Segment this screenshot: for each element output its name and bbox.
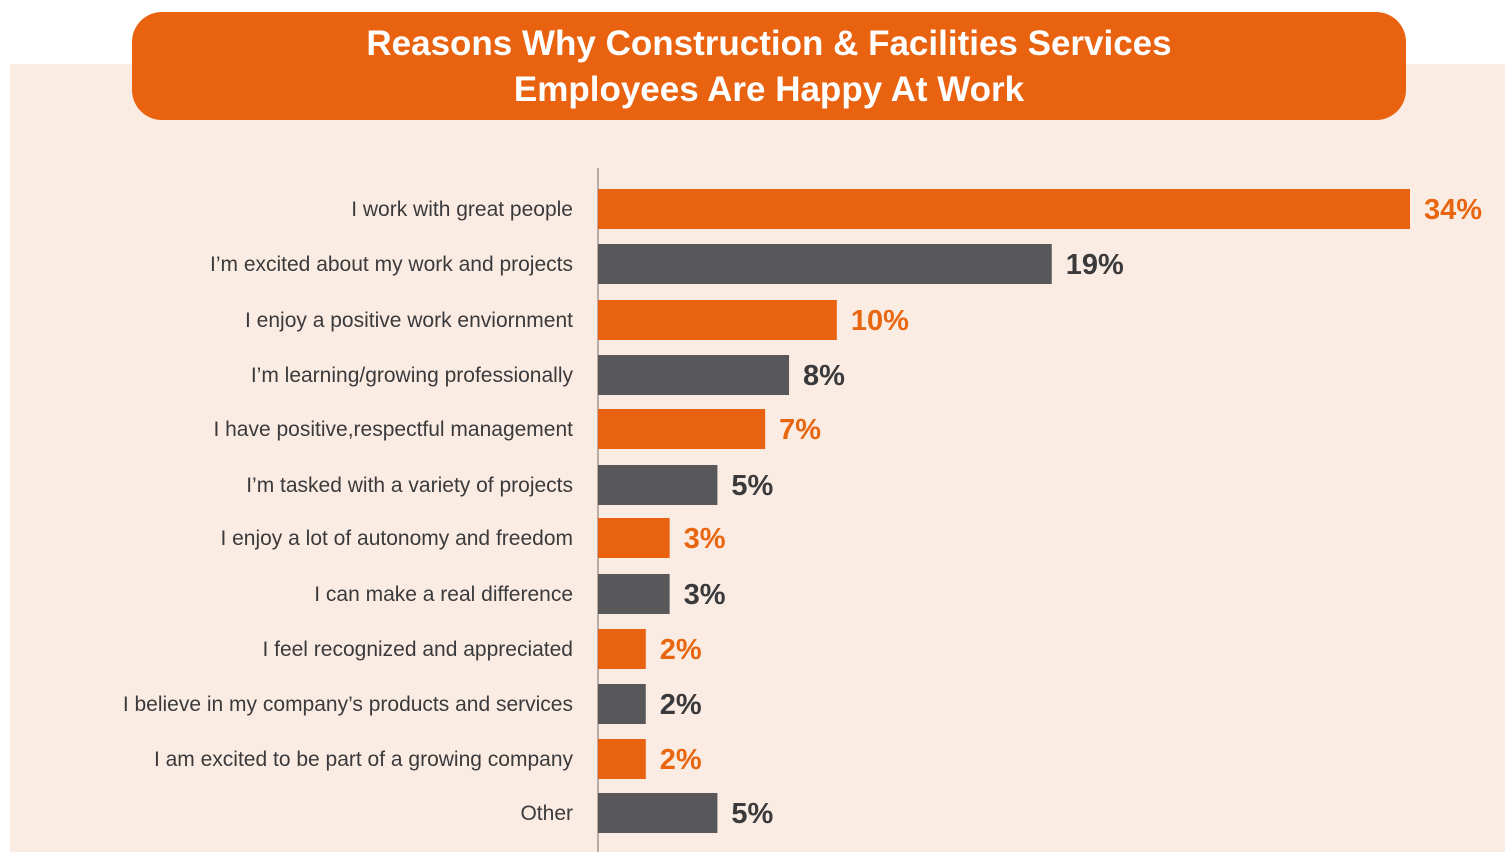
category-label: I enjoy a lot of autonomy and freedom	[220, 527, 573, 550]
bar	[598, 465, 718, 505]
category-label: I’m tasked with a variety of projects	[246, 474, 573, 497]
bar	[598, 793, 718, 833]
category-label: Other	[520, 802, 573, 825]
bar	[598, 739, 646, 779]
category-label: I believe in my company’s products and s…	[123, 693, 573, 716]
value-label: 7%	[779, 414, 821, 446]
value-label: 10%	[851, 305, 909, 337]
category-label: I enjoy a positive work enviornment	[245, 309, 573, 332]
value-label: 5%	[731, 798, 773, 830]
bar	[598, 684, 646, 724]
bar	[598, 355, 790, 395]
chart-title-line-2: Employees Are Happy At Work	[513, 70, 1025, 109]
category-label: I have positive,respectful management	[213, 418, 573, 441]
value-label: 2%	[660, 689, 702, 721]
value-label: 2%	[660, 744, 702, 776]
category-label: I’m learning/growing professionally	[251, 364, 574, 387]
value-label: 2%	[660, 634, 702, 666]
chart-title-banner: Reasons Why Construction & Facilities Se…	[132, 12, 1406, 120]
bar	[598, 629, 646, 669]
value-label: 3%	[684, 579, 726, 611]
bar	[598, 574, 670, 614]
category-label: I’m excited about my work and projects	[210, 253, 573, 276]
category-label: I feel recognized and appreciated	[262, 638, 573, 661]
value-label: 3%	[684, 523, 726, 555]
value-label: 19%	[1066, 249, 1124, 281]
category-label: I can make a real difference	[314, 583, 573, 606]
category-label: I work with great people	[351, 198, 573, 221]
bar	[598, 300, 837, 340]
value-label: 5%	[731, 470, 773, 502]
bar	[598, 518, 670, 558]
value-label: 34%	[1424, 194, 1482, 226]
chart-title-line-1: Reasons Why Construction & Facilities Se…	[366, 24, 1172, 63]
bar	[598, 409, 766, 449]
value-label: 8%	[803, 360, 845, 392]
category-label: I am excited to be part of a growing com…	[154, 748, 574, 771]
bar	[598, 189, 1410, 229]
bar	[598, 244, 1052, 284]
